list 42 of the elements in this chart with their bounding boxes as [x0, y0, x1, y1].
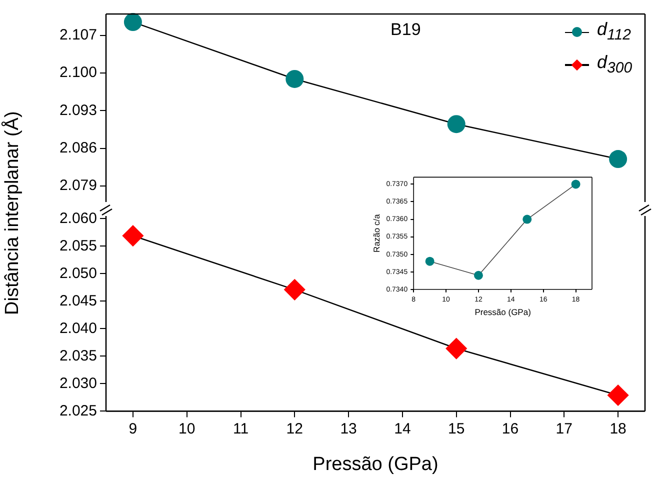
point: [425, 256, 434, 266]
x-tick-label: 17: [556, 420, 572, 438]
x-axis-title: Pressão (GPa): [474, 307, 532, 318]
y-tick-label: 2.040: [59, 320, 97, 337]
y-tick-label: 2.035: [59, 347, 97, 364]
point: [286, 70, 304, 88]
point: [447, 115, 466, 134]
y-tick-label: 2.055: [59, 237, 97, 254]
y-tick-label: 2.025: [59, 402, 97, 420]
point: [122, 224, 144, 247]
legend-label: d$_{300}$: [597, 50, 632, 78]
x-tick-label: 12: [286, 420, 303, 438]
point: [474, 270, 483, 280]
point: [284, 278, 306, 300]
x-tick-label: 13: [340, 420, 357, 438]
y-axis-title: Distância interplanar (Å): [2, 110, 24, 315]
point: [609, 150, 628, 168]
x-tick-label: 10: [178, 420, 196, 438]
x-tick-label: 18: [610, 420, 626, 438]
x-tick-label: 9: [128, 420, 138, 438]
y-tick-label: 2.045: [59, 292, 97, 310]
point: [446, 338, 468, 360]
y-tick-label: 2.060: [59, 210, 97, 227]
x-tick-label: 14: [394, 420, 411, 438]
x-tick-label: 16: [502, 420, 519, 438]
annotation: B19: [390, 20, 421, 40]
legend-label: d$_{112}$: [597, 18, 631, 46]
x-axis-title: Pressão (GPa): [312, 454, 438, 475]
point: [522, 214, 532, 224]
point: [124, 13, 142, 32]
y-tick-label: 2.079: [59, 177, 97, 194]
x-tick-label: 15: [448, 420, 465, 438]
y-axis-title: Razão c/a: [371, 214, 382, 252]
point: [607, 384, 629, 406]
y-tick-label: 2.030: [59, 374, 97, 392]
y-tick-label: 2.086: [59, 139, 97, 156]
point: [571, 180, 580, 189]
y-tick-label: 2.107: [59, 26, 97, 44]
y-tick-label: 2.050: [59, 264, 97, 282]
x-tick-label: 11: [232, 420, 249, 438]
y-tick-label: 2.093: [59, 102, 97, 119]
y-tick-label: 2.100: [59, 64, 97, 82]
